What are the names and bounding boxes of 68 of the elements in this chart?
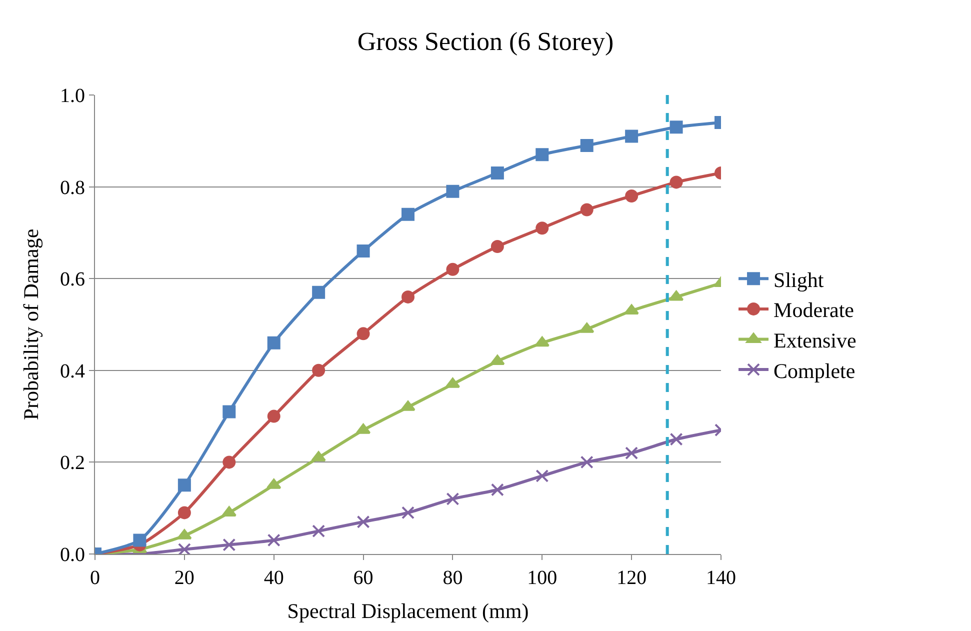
- point: [625, 189, 638, 202]
- x-tick-label: 60: [353, 567, 374, 589]
- point: [402, 506, 414, 520]
- legend-label: Moderate: [774, 298, 854, 322]
- y-tick-label: 0.4: [60, 360, 85, 382]
- point: [580, 456, 594, 469]
- point: [400, 400, 416, 411]
- legend-label: Complete: [774, 358, 856, 383]
- y-tick-label: 0.0: [60, 544, 85, 566]
- y-tick-label: 0.8: [60, 176, 85, 199]
- point: [222, 506, 236, 516]
- point: [267, 410, 280, 423]
- x-tick-label: 140: [706, 567, 736, 589]
- legend-label: Extensive: [774, 328, 856, 352]
- point: [266, 478, 282, 489]
- point: [490, 354, 505, 365]
- x-tick-label: 0: [90, 567, 100, 589]
- x-axis-title: Spectral Displacement (mm): [287, 599, 529, 624]
- x-tick-label: 40: [264, 567, 284, 589]
- point: [580, 322, 594, 333]
- point: [312, 364, 326, 377]
- point: [222, 538, 236, 552]
- point: [446, 184, 460, 198]
- point: [222, 405, 236, 418]
- point: [670, 120, 683, 134]
- point: [356, 515, 370, 528]
- x-tick-label: 80: [442, 567, 463, 589]
- x-tick-label: 20: [174, 567, 194, 589]
- point: [222, 456, 236, 469]
- legend-label: Slight: [774, 268, 824, 292]
- point: [536, 222, 549, 235]
- point: [267, 336, 280, 350]
- point: [446, 492, 460, 506]
- point: [267, 534, 280, 547]
- point: [534, 336, 550, 347]
- point: [356, 327, 370, 340]
- point: [670, 432, 683, 446]
- point: [580, 203, 594, 216]
- point: [178, 478, 191, 492]
- point: [178, 506, 191, 520]
- point: [668, 290, 684, 301]
- y-tick-label: 0.2: [60, 452, 85, 474]
- point: [133, 534, 146, 547]
- point: [490, 240, 504, 253]
- chart-title: Gross Section (6 Storey): [357, 26, 614, 56]
- point: [490, 166, 504, 180]
- x-tick-label: 100: [527, 567, 558, 589]
- point: [311, 451, 326, 462]
- y-axis-title: Probability of Damage: [19, 228, 44, 420]
- point: [670, 176, 683, 189]
- point: [402, 290, 414, 304]
- point: [625, 446, 638, 460]
- point: [356, 244, 370, 258]
- y-tick-label: 0.6: [60, 268, 85, 291]
- point: [536, 148, 549, 162]
- point: [624, 304, 639, 314]
- x-tick-label: 120: [616, 567, 647, 589]
- point: [536, 469, 549, 482]
- point: [402, 208, 414, 221]
- point: [312, 286, 326, 299]
- point: [312, 524, 326, 538]
- point: [625, 130, 638, 143]
- point: [178, 542, 191, 554]
- y-tick-label: 1.0: [60, 85, 85, 107]
- point: [177, 529, 192, 540]
- point: [446, 262, 460, 276]
- point: [490, 483, 504, 496]
- point: [580, 138, 594, 152]
